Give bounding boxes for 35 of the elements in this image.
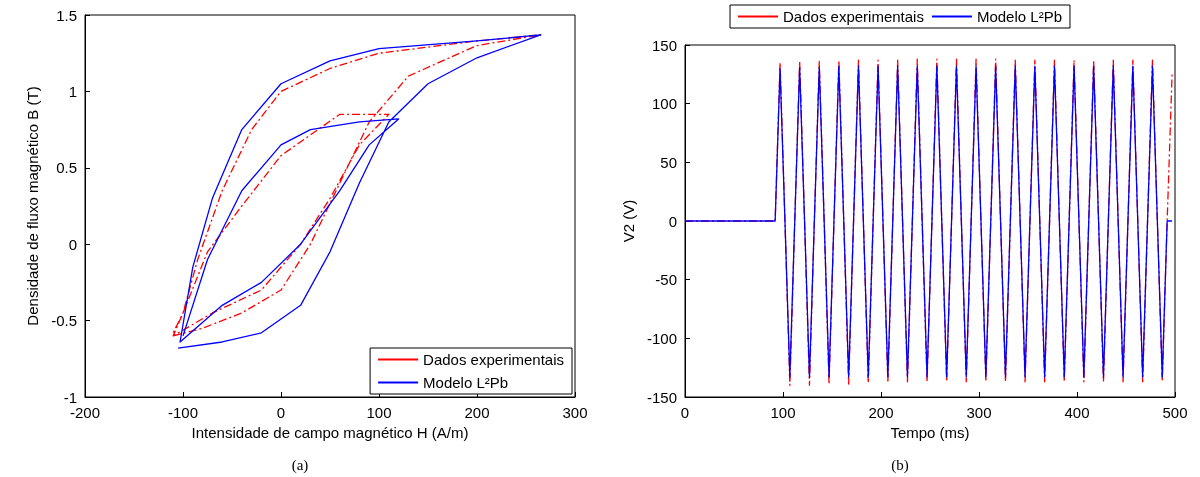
y-tick-label: -50 xyxy=(655,271,677,289)
text: (b) xyxy=(891,456,909,474)
x-axis-title: Tempo (ms) xyxy=(890,423,970,441)
x-tick-label: 100 xyxy=(366,404,392,421)
y-tick-label: 0.5 xyxy=(56,159,77,177)
y-tick-label: -1 xyxy=(63,388,77,406)
x-tick-label: 300 xyxy=(562,404,588,421)
x-tick-label: 200 xyxy=(868,404,894,421)
x-tick-label: 300 xyxy=(966,404,992,421)
y-tick-label: 1 xyxy=(68,82,77,100)
x-axis-title: Intensidade de campo magnético H (A/m) xyxy=(191,423,469,441)
y-tick-label: 150 xyxy=(651,36,677,54)
x-tick-label: -100 xyxy=(167,404,199,421)
x-tick-label: 0 xyxy=(276,404,286,421)
x-tick-label: 200 xyxy=(464,404,490,421)
text: (a) xyxy=(291,456,309,474)
legend-label: Dados experimentais xyxy=(783,8,924,25)
legend-label: Modelo L²Pb xyxy=(976,8,1062,25)
x-tick-label: 0 xyxy=(680,404,690,421)
legend-label: Modelo L²Pb xyxy=(423,374,509,391)
x-tick-label: 400 xyxy=(1064,404,1090,421)
x-tick-label: 500 xyxy=(1162,404,1188,421)
y-axis-title: V2 (V) xyxy=(620,199,638,243)
y-tick-label: 0 xyxy=(668,212,677,230)
y-axis-title: Densidade de fluxo magnético B (T) xyxy=(24,86,41,326)
y-tick-label: 1.5 xyxy=(56,6,77,24)
x-tick-label: 100 xyxy=(770,404,796,421)
x-tick-label: -200 xyxy=(69,404,101,421)
y-tick-label: 100 xyxy=(651,95,677,113)
y-tick-label: -100 xyxy=(646,329,677,347)
legend-label: Dados experimentais xyxy=(423,351,564,368)
y-tick-label: 50 xyxy=(660,153,677,171)
y-tick-label: -150 xyxy=(646,388,677,406)
y-tick-label: -0.5 xyxy=(51,312,77,330)
y-tick-label: 0 xyxy=(68,235,77,253)
